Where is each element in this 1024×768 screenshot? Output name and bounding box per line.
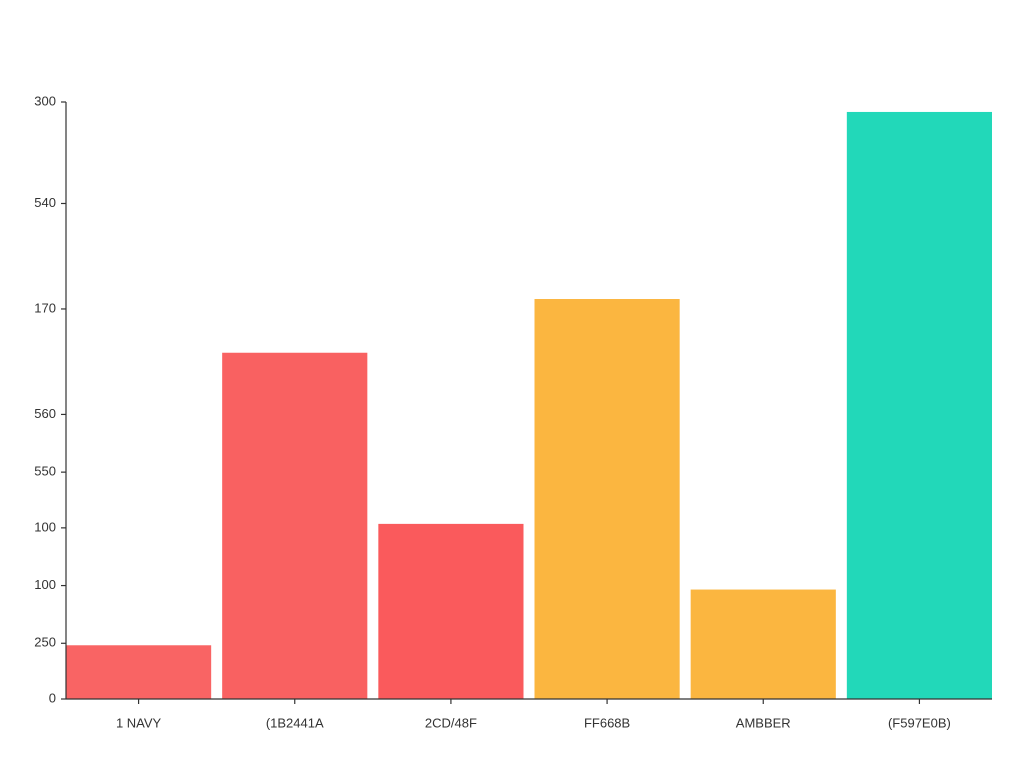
- bar: [534, 299, 680, 699]
- y-tick-label: 170: [34, 300, 56, 315]
- bar: [66, 645, 212, 699]
- y-tick-label: 100: [34, 577, 56, 592]
- y-tick-label: 540: [34, 195, 56, 210]
- y-tick-label: 250: [34, 635, 56, 650]
- x-tick-label: 1 NAVY: [116, 715, 162, 730]
- y-tick-label: 560: [34, 406, 56, 421]
- x-tick-label: FF668B: [584, 715, 630, 730]
- bar: [846, 111, 992, 699]
- x-tick-label: (1B2441A: [266, 715, 324, 730]
- y-tick-label: 100: [34, 519, 56, 534]
- y-tick-label: 550: [34, 464, 56, 479]
- x-tick-label: AMBBER: [736, 715, 791, 730]
- y-tick-label: 300: [34, 93, 56, 108]
- bar: [690, 589, 836, 699]
- bar: [222, 352, 368, 699]
- x-tick-label: (F597E0B): [888, 715, 951, 730]
- y-tick-label: 0: [49, 690, 56, 705]
- bar: [378, 523, 524, 699]
- x-tick-label: 2CD/48F: [425, 715, 477, 730]
